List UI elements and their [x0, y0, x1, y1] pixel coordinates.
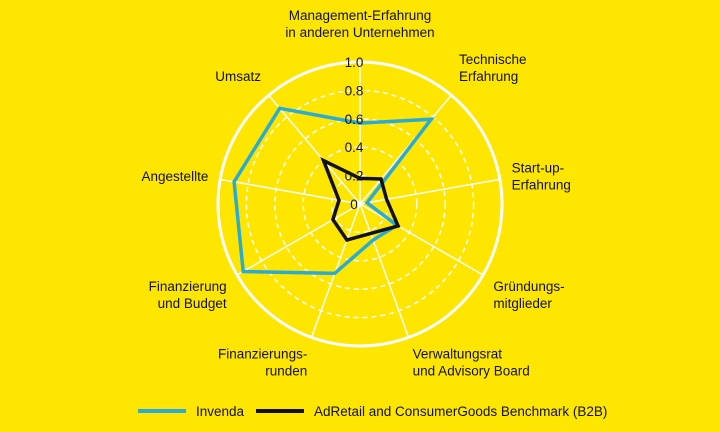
tick-label: 0.6: [345, 112, 364, 127]
axis-label-line: Finanzierung: [149, 279, 227, 294]
tick-label: 0.8: [345, 83, 364, 98]
series-benchmark: [320, 156, 401, 243]
tick-label-layer: 0 0.2 0.4 0.6 0.8 1.0: [345, 55, 364, 212]
axis-label-line: runden: [265, 364, 307, 379]
grid-spoke: [359, 203, 484, 276]
axis-label-line: Finanzierungs-: [218, 347, 307, 362]
axis-label-line: und Advisory Board: [413, 364, 530, 379]
axis-label-line: Verwaltungsrat: [413, 347, 503, 362]
grid-spoke: [220, 178, 361, 205]
axis-label-line: Erfahrung: [512, 177, 571, 192]
axis-label: Management-Erfahrung in anderen Unternehm…: [285, 8, 434, 40]
legend-label-benchmark: AdRetail and ConsumerGoods Benchmark (B2…: [314, 404, 607, 419]
axis-label: Angestellte: [142, 169, 209, 184]
axis-label-line: mitglieder: [493, 296, 552, 311]
axis-label: Finanzierung und Budget: [149, 279, 227, 311]
grid-spoke: [359, 178, 500, 205]
grid-spoke: [359, 94, 452, 205]
axis-label-line: Erfahrung: [459, 69, 518, 84]
axis-label-line: Start-up-: [512, 160, 565, 175]
axis-label-line: Gründungs-: [493, 279, 564, 294]
tick-label: 0.4: [345, 140, 364, 155]
axis-label-line: in anderen Unternehmen: [285, 25, 434, 40]
axis-label-line: Angestellte: [142, 169, 209, 184]
grid-layer: [216, 60, 504, 348]
axis-label: Start-up- Erfahrung: [512, 160, 571, 192]
axis-label: Technische Erfahrung: [459, 52, 527, 84]
tick-label: 0.2: [345, 169, 364, 184]
series-invenda: [232, 106, 435, 276]
legend-label-invenda: Invenda: [196, 404, 245, 419]
legend: Invenda AdRetail and ConsumerGoods Bench…: [138, 404, 607, 419]
series-layer: [232, 106, 435, 276]
axis-label-line: Technische: [459, 52, 527, 67]
tick-label: 1.0: [345, 55, 364, 70]
axis-label: Finanzierungs-runden: [218, 347, 307, 379]
axis-label: Gründungs-mitglieder: [493, 279, 564, 311]
grid-ring: [302, 146, 418, 262]
axis-label-line: und Budget: [158, 296, 227, 311]
grid-spoke: [359, 203, 410, 338]
tick-label: 0: [350, 197, 358, 212]
axis-label-line: Umsatz: [215, 69, 261, 84]
axis-label-layer: Management-Erfahrung in anderen Unternehm…: [142, 8, 571, 379]
axis-label-line: Management-Erfahrung: [289, 8, 432, 23]
axis-label: Verwaltungsrat und Advisory Board: [413, 347, 530, 379]
grid-spoke: [268, 94, 361, 205]
grid-spoke: [236, 203, 361, 276]
axis-label: Umsatz: [215, 69, 261, 84]
